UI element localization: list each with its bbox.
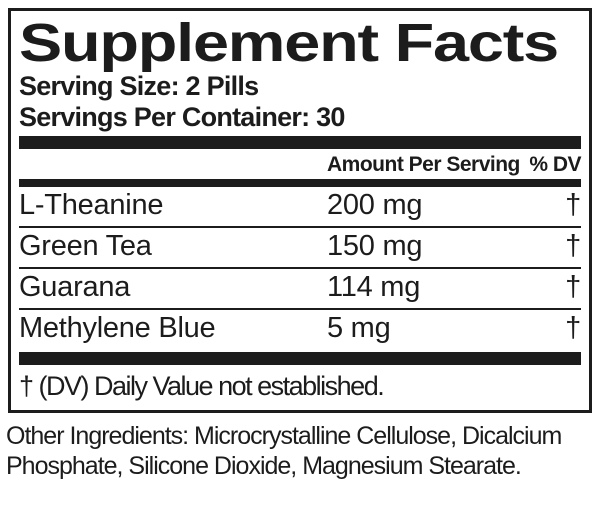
table-header-row: Amount Per Serving % DV: [19, 149, 581, 179]
ingredient-amount: 114 mg: [327, 271, 421, 304]
ingredient-name: Guarana: [19, 271, 131, 304]
ingredient-name: Green Tea: [19, 230, 152, 263]
column-header-dv: % DV: [529, 153, 581, 177]
column-header-amount: Amount Per Serving: [327, 153, 520, 177]
table-row: Methylene Blue 5 mg †: [19, 307, 581, 349]
ingredient-dv: †: [565, 311, 581, 344]
ingredient-name: Methylene Blue: [19, 311, 216, 344]
table-row: Guarana 114 mg †: [19, 267, 581, 308]
other-ingredients-line: Other Ingredients: Microcrystalline Cell…: [6, 421, 562, 450]
ingredient-dv: †: [565, 189, 581, 222]
other-ingredients: Other Ingredients: Microcrystalline Cell…: [6, 421, 600, 482]
table-row: L-Theanine 200 mg †: [19, 187, 581, 226]
other-ingredients-line: Phosphate, Silicone Dioxide, Magnesium S…: [6, 452, 522, 481]
servings-per-container: Servings Per Container: 30: [19, 102, 345, 133]
serving-size: Serving Size: 2 Pills: [19, 71, 259, 102]
divider-thick-top: [19, 136, 581, 150]
ingredient-dv: †: [565, 271, 581, 304]
ingredient-name: L-Theanine: [19, 189, 164, 222]
dv-footnote: † (DV) Daily Value not established.: [19, 370, 385, 401]
ingredient-amount: 5 mg: [327, 311, 391, 344]
table-row: Green Tea 150 mg †: [19, 226, 581, 267]
label-title: Supplement Facts: [19, 13, 559, 73]
ingredient-amount: 150 mg: [327, 230, 423, 263]
divider-thick-bottom: [19, 351, 581, 365]
divider-medium: [19, 179, 581, 188]
ingredient-amount: 200 mg: [327, 189, 423, 222]
supplement-facts-box: Supplement Facts Serving Size: 2 Pills S…: [8, 8, 592, 413]
supplement-facts-panel: Supplement Facts Serving Size: 2 Pills S…: [0, 8, 600, 482]
ingredient-dv: †: [565, 230, 581, 263]
